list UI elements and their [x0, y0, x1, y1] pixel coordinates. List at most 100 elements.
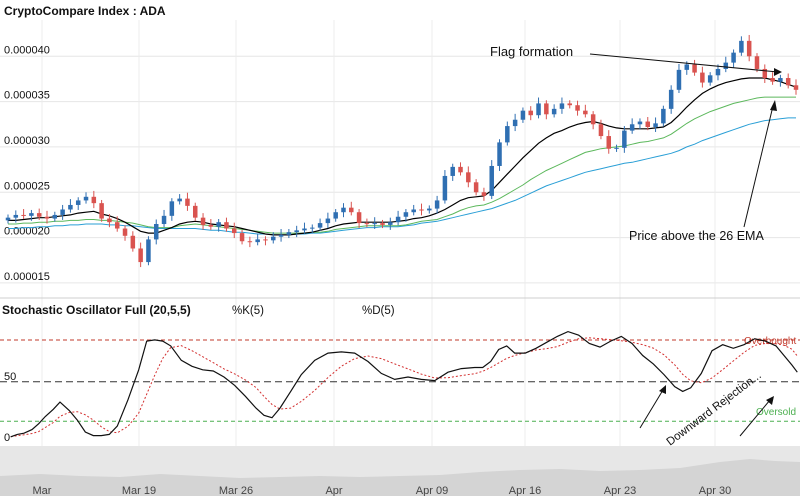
candle-body — [692, 64, 697, 73]
rejection-label: Downward Rejection... — [665, 370, 764, 449]
candle-body — [746, 40, 752, 57]
candle-body — [458, 166, 463, 173]
candle-body — [192, 205, 198, 218]
candle-body — [700, 72, 705, 83]
oversold-label: Oversold — [756, 407, 796, 418]
ema-note-label: Price above the 26 EMA — [629, 229, 764, 243]
candle-body — [559, 103, 565, 109]
candle-body — [637, 121, 643, 125]
oscillator-gridlines — [41, 322, 716, 444]
candle-body — [325, 218, 331, 224]
candle-body — [622, 130, 627, 148]
candle-body — [653, 123, 658, 127]
candle-body — [208, 224, 214, 227]
price-panel: 0.0000150.0000200.0000250.0000300.000035… — [0, 4, 800, 446]
candle-body — [450, 166, 455, 176]
candle-body — [278, 234, 284, 237]
price-y-tick-labels: 0.0000150.0000200.0000250.0000300.000035… — [4, 44, 50, 283]
candle-body — [372, 223, 377, 225]
candle-body — [762, 68, 768, 79]
candle-body — [590, 114, 596, 125]
candle-body — [177, 198, 182, 202]
candle-body — [99, 203, 104, 219]
rejection-arrow-1 — [639, 389, 664, 429]
x-tick-label: Apr 30 — [699, 485, 731, 496]
candle-body — [68, 204, 73, 210]
candle-body — [466, 172, 471, 183]
ema-lines — [8, 77, 797, 236]
x-tick-label: Mar — [33, 485, 52, 496]
candle-body — [606, 136, 612, 149]
candle-body — [575, 105, 580, 111]
candle-body — [473, 182, 479, 193]
osc-y-tick-0: 0 — [4, 432, 10, 444]
ema-slow-line — [8, 117, 796, 236]
candle-body — [169, 201, 175, 216]
candle-body — [411, 209, 416, 213]
candle-body — [403, 212, 409, 217]
price-y-tick-label: 0.000030 — [4, 135, 50, 147]
candle-body — [107, 218, 112, 223]
candle-body — [36, 213, 42, 217]
candle-body — [224, 222, 229, 229]
navigator[interactable]: Mar Mar 19 Mar 26 Apr Apr 09 Apr 16 Apr 23 Apr … — [0, 446, 800, 497]
candle-body — [356, 212, 362, 224]
oscillator-panel: Stochastic Oscillator Full (20,5,5) %K(5… — [0, 297, 800, 449]
candle-body — [138, 248, 143, 263]
candle-body — [255, 239, 260, 243]
candle-body — [349, 207, 354, 213]
candle-body — [317, 223, 323, 228]
x-tick-label: Apr 09 — [416, 485, 448, 496]
rejection-arrow-2 — [739, 399, 771, 437]
candle-body — [161, 215, 167, 224]
oscillator-title: Stochastic Oscillator Full (20,5,5) — [2, 303, 191, 317]
x-tick-label: Mar 19 — [122, 485, 156, 496]
candle-body — [122, 228, 128, 236]
candle-body — [44, 216, 50, 219]
candle-body — [676, 69, 682, 90]
candle-body — [684, 64, 690, 70]
candle-body — [185, 198, 190, 206]
ema-arrow — [743, 105, 774, 228]
osc-y-tick-50: 50 — [4, 371, 16, 383]
candle-body — [216, 222, 221, 227]
candle-body — [785, 78, 791, 86]
candle-body — [310, 227, 315, 229]
candle-body — [715, 68, 721, 76]
candle-body — [395, 216, 401, 223]
x-axis-labels: Mar Mar 19 Mar 26 Apr Apr 09 Apr 16 Apr 23 Apr … — [33, 485, 732, 497]
candle-body — [21, 214, 26, 216]
candle-body — [661, 108, 666, 124]
candle-body — [91, 196, 97, 204]
d-legend-label: %D(5) — [362, 305, 395, 317]
candle-body — [739, 40, 744, 53]
candle-body — [645, 121, 651, 127]
candle-body — [83, 196, 89, 201]
candle-body — [583, 110, 588, 115]
candle-body — [512, 119, 518, 127]
candle-body — [598, 124, 604, 137]
candle-body — [333, 212, 338, 219]
candle-body — [364, 223, 370, 225]
candle-body — [551, 108, 557, 115]
candle-body — [130, 235, 136, 249]
x-tick-label: Apr 23 — [604, 485, 636, 496]
price-y-tick-label: 0.000040 — [4, 44, 50, 56]
x-tick-label: Apr — [325, 485, 342, 496]
flag-formation-label: Flag formation — [490, 44, 573, 59]
candle-body — [153, 224, 159, 240]
candlesticks — [5, 34, 799, 268]
candle-body — [793, 85, 799, 90]
oscillator-levels — [0, 339, 800, 422]
candle-body — [536, 103, 541, 116]
d-line — [10, 337, 798, 438]
candle-body — [247, 241, 253, 243]
candle-body — [520, 110, 526, 120]
candle-body — [434, 200, 440, 209]
candle-body — [668, 89, 674, 109]
candle-body — [60, 209, 65, 215]
candle-body — [544, 103, 549, 115]
candle-body — [29, 213, 34, 216]
candle-body — [419, 209, 424, 211]
